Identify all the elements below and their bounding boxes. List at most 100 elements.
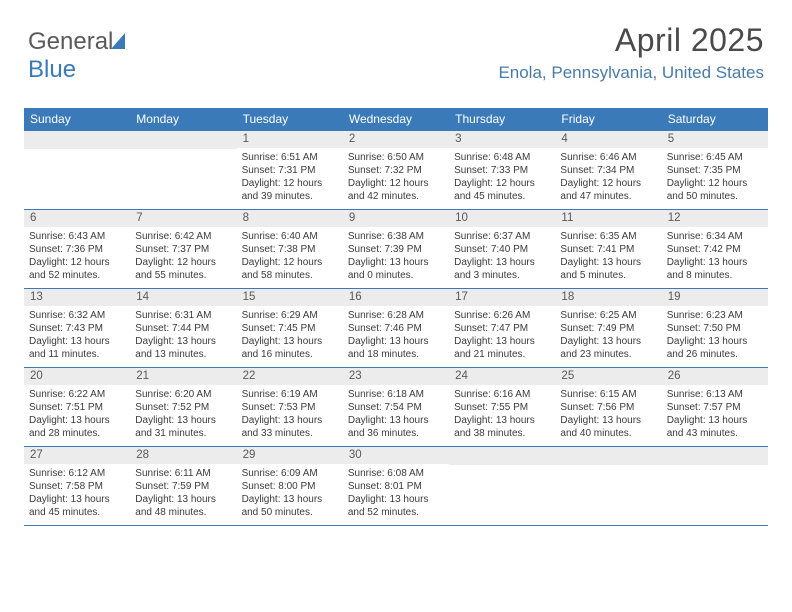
daylight-line2: and 36 minutes. <box>348 427 444 440</box>
day-body: Sunrise: 6:46 AMSunset: 7:34 PMDaylight:… <box>555 148 661 207</box>
sunset-text: Sunset: 7:37 PM <box>135 243 231 256</box>
logo-text-general: General <box>28 28 113 55</box>
daylight-line2: and 42 minutes. <box>348 190 444 203</box>
day-cell: 23Sunrise: 6:18 AMSunset: 7:54 PMDayligh… <box>343 368 449 446</box>
sunrise-text: Sunrise: 6:31 AM <box>135 309 231 322</box>
daylight-line2: and 31 minutes. <box>135 427 231 440</box>
sunrise-text: Sunrise: 6:51 AM <box>242 151 338 164</box>
sunset-text: Sunset: 7:41 PM <box>560 243 656 256</box>
day-body: Sunrise: 6:09 AMSunset: 8:00 PMDaylight:… <box>237 464 343 523</box>
sunrise-text: Sunrise: 6:40 AM <box>242 230 338 243</box>
day-cell <box>24 131 130 209</box>
daylight-line2: and 55 minutes. <box>135 269 231 282</box>
sunrise-text: Sunrise: 6:37 AM <box>454 230 550 243</box>
daylight-line1: Daylight: 13 hours <box>135 335 231 348</box>
daylight-line2: and 38 minutes. <box>454 427 550 440</box>
day-number: 24 <box>449 368 555 385</box>
day-body: Sunrise: 6:28 AMSunset: 7:46 PMDaylight:… <box>343 306 449 365</box>
day-cell <box>662 447 768 525</box>
day-body: Sunrise: 6:45 AMSunset: 7:35 PMDaylight:… <box>662 148 768 207</box>
day-cell: 6Sunrise: 6:43 AMSunset: 7:36 PMDaylight… <box>24 210 130 288</box>
daylight-line2: and 21 minutes. <box>454 348 550 361</box>
day-cell: 14Sunrise: 6:31 AMSunset: 7:44 PMDayligh… <box>130 289 236 367</box>
daylight-line1: Daylight: 12 hours <box>560 177 656 190</box>
day-body: Sunrise: 6:40 AMSunset: 7:38 PMDaylight:… <box>237 227 343 286</box>
daylight-line2: and 0 minutes. <box>348 269 444 282</box>
day-number: 16 <box>343 289 449 306</box>
week-row: 20Sunrise: 6:22 AMSunset: 7:51 PMDayligh… <box>24 368 768 447</box>
daylight-line1: Daylight: 13 hours <box>348 414 444 427</box>
daylight-line2: and 58 minutes. <box>242 269 338 282</box>
sunrise-text: Sunrise: 6:42 AM <box>135 230 231 243</box>
dow-friday: Friday <box>555 108 661 131</box>
day-number: 22 <box>237 368 343 385</box>
day-body: Sunrise: 6:20 AMSunset: 7:52 PMDaylight:… <box>130 385 236 444</box>
day-number: 29 <box>237 447 343 464</box>
sunset-text: Sunset: 7:51 PM <box>29 401 125 414</box>
daylight-line1: Daylight: 12 hours <box>29 256 125 269</box>
day-number: 28 <box>130 447 236 464</box>
sunset-text: Sunset: 7:49 PM <box>560 322 656 335</box>
sunrise-text: Sunrise: 6:50 AM <box>348 151 444 164</box>
sunset-text: Sunset: 8:01 PM <box>348 480 444 493</box>
daylight-line2: and 45 minutes. <box>29 506 125 519</box>
day-body: Sunrise: 6:25 AMSunset: 7:49 PMDaylight:… <box>555 306 661 365</box>
daylight-line1: Daylight: 12 hours <box>348 177 444 190</box>
day-number <box>555 447 661 465</box>
calendar-grid: Sunday Monday Tuesday Wednesday Thursday… <box>24 108 768 526</box>
day-number: 9 <box>343 210 449 227</box>
day-cell: 7Sunrise: 6:42 AMSunset: 7:37 PMDaylight… <box>130 210 236 288</box>
sunrise-text: Sunrise: 6:12 AM <box>29 467 125 480</box>
daylight-line2: and 52 minutes. <box>29 269 125 282</box>
day-number: 17 <box>449 289 555 306</box>
sunset-text: Sunset: 7:39 PM <box>348 243 444 256</box>
sunset-text: Sunset: 7:57 PM <box>667 401 763 414</box>
day-number <box>130 131 236 149</box>
day-cell: 5Sunrise: 6:45 AMSunset: 7:35 PMDaylight… <box>662 131 768 209</box>
sunset-text: Sunset: 7:54 PM <box>348 401 444 414</box>
daylight-line2: and 39 minutes. <box>242 190 338 203</box>
daylight-line1: Daylight: 13 hours <box>135 414 231 427</box>
day-body: Sunrise: 6:08 AMSunset: 8:01 PMDaylight:… <box>343 464 449 523</box>
day-cell: 26Sunrise: 6:13 AMSunset: 7:57 PMDayligh… <box>662 368 768 446</box>
day-body: Sunrise: 6:12 AMSunset: 7:58 PMDaylight:… <box>24 464 130 523</box>
day-cell: 8Sunrise: 6:40 AMSunset: 7:38 PMDaylight… <box>237 210 343 288</box>
day-cell <box>130 131 236 209</box>
sunset-text: Sunset: 7:45 PM <box>242 322 338 335</box>
sunset-text: Sunset: 7:53 PM <box>242 401 338 414</box>
day-number: 11 <box>555 210 661 227</box>
day-number: 13 <box>24 289 130 306</box>
week-row: 27Sunrise: 6:12 AMSunset: 7:58 PMDayligh… <box>24 447 768 526</box>
daylight-line1: Daylight: 13 hours <box>667 414 763 427</box>
daylight-line1: Daylight: 13 hours <box>242 335 338 348</box>
daylight-line2: and 11 minutes. <box>29 348 125 361</box>
day-number: 19 <box>662 289 768 306</box>
day-cell: 30Sunrise: 6:08 AMSunset: 8:01 PMDayligh… <box>343 447 449 525</box>
daylight-line1: Daylight: 13 hours <box>560 256 656 269</box>
sunrise-text: Sunrise: 6:11 AM <box>135 467 231 480</box>
sunrise-text: Sunrise: 6:48 AM <box>454 151 550 164</box>
daylight-line1: Daylight: 13 hours <box>560 335 656 348</box>
daylight-line1: Daylight: 13 hours <box>560 414 656 427</box>
daylight-line1: Daylight: 13 hours <box>667 335 763 348</box>
sunrise-text: Sunrise: 6:20 AM <box>135 388 231 401</box>
sunrise-text: Sunrise: 6:23 AM <box>667 309 763 322</box>
day-cell: 13Sunrise: 6:32 AMSunset: 7:43 PMDayligh… <box>24 289 130 367</box>
dow-monday: Monday <box>130 108 236 131</box>
day-number: 14 <box>130 289 236 306</box>
day-cell: 15Sunrise: 6:29 AMSunset: 7:45 PMDayligh… <box>237 289 343 367</box>
sunset-text: Sunset: 8:00 PM <box>242 480 338 493</box>
week-row: 13Sunrise: 6:32 AMSunset: 7:43 PMDayligh… <box>24 289 768 368</box>
daylight-line2: and 5 minutes. <box>560 269 656 282</box>
daylight-line1: Daylight: 13 hours <box>454 414 550 427</box>
sunrise-text: Sunrise: 6:45 AM <box>667 151 763 164</box>
day-cell: 24Sunrise: 6:16 AMSunset: 7:55 PMDayligh… <box>449 368 555 446</box>
day-number: 4 <box>555 131 661 148</box>
location-text: Enola, Pennsylvania, United States <box>498 63 764 83</box>
daylight-line1: Daylight: 13 hours <box>242 414 338 427</box>
day-cell: 22Sunrise: 6:19 AMSunset: 7:53 PMDayligh… <box>237 368 343 446</box>
day-body: Sunrise: 6:50 AMSunset: 7:32 PMDaylight:… <box>343 148 449 207</box>
day-number: 25 <box>555 368 661 385</box>
sunset-text: Sunset: 7:52 PM <box>135 401 231 414</box>
day-cell: 18Sunrise: 6:25 AMSunset: 7:49 PMDayligh… <box>555 289 661 367</box>
